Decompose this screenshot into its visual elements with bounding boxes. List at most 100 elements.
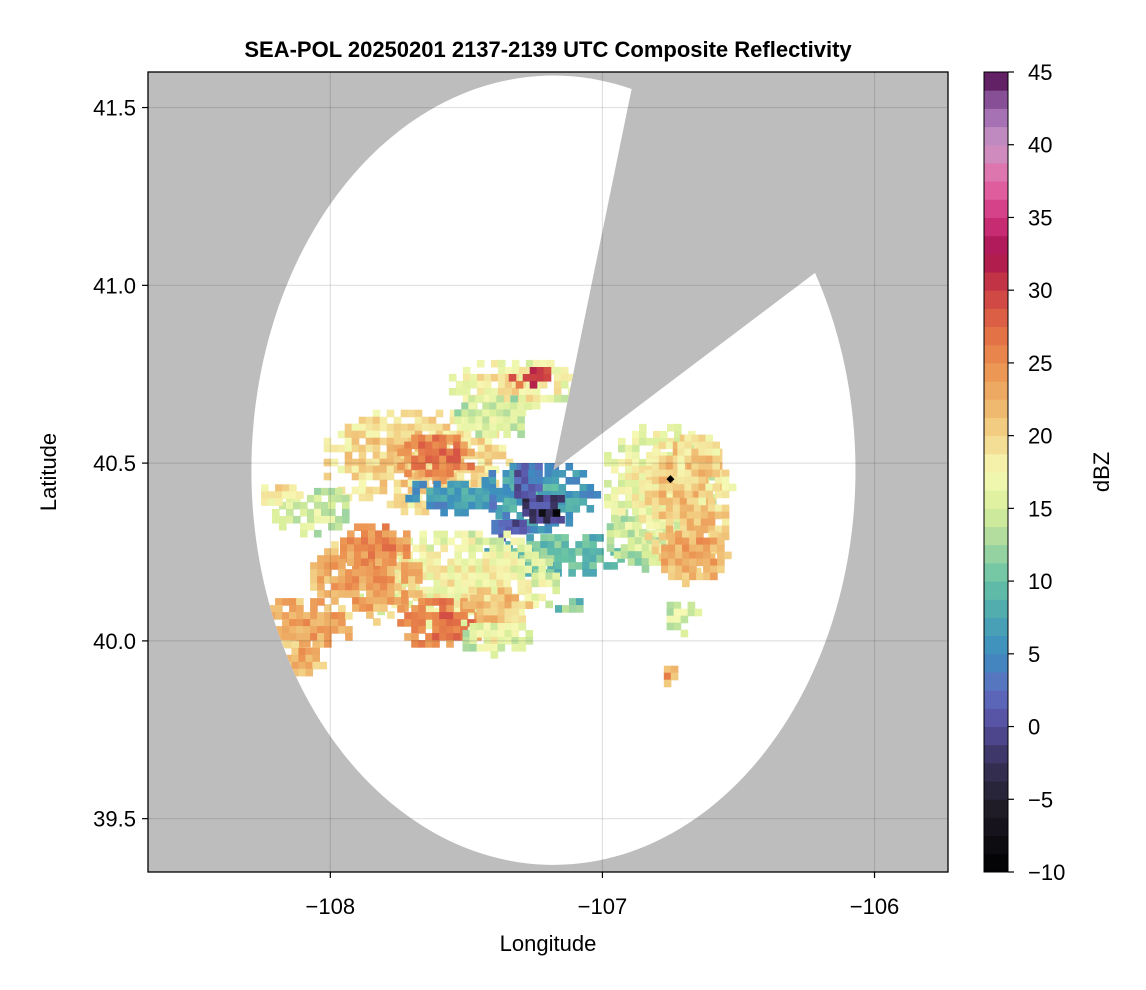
echo-cell — [674, 430, 682, 439]
chart-title: SEA-POL 20250201 2137-2139 UTC Composite… — [244, 37, 852, 62]
echo-cell — [497, 380, 506, 389]
echo-cell — [525, 601, 534, 609]
echo-cell — [579, 491, 588, 499]
echo-cell — [331, 555, 339, 563]
echo-cell — [400, 437, 409, 446]
echo-cell — [418, 612, 426, 620]
echo-cell — [419, 586, 427, 595]
echo-cell — [380, 590, 388, 598]
echo-cell — [426, 586, 434, 595]
echo-cell — [553, 394, 562, 403]
echo-cell — [618, 444, 626, 453]
echo-cell — [475, 572, 483, 581]
echo-cell — [454, 551, 462, 560]
echo-cell — [632, 472, 640, 481]
echo-cell — [426, 593, 434, 602]
echo-cell — [490, 637, 499, 645]
echo-cell — [379, 472, 388, 481]
echo-cell — [703, 565, 711, 574]
echo-cell — [461, 558, 469, 567]
echo-cell — [496, 572, 504, 581]
echo-cell — [613, 530, 622, 538]
echo-cell — [400, 500, 409, 509]
echo-cell — [518, 637, 527, 645]
echo-cell — [721, 532, 730, 541]
echo-cell — [504, 587, 513, 595]
echo-cell — [517, 537, 525, 546]
echo-cell — [670, 672, 679, 681]
echo-cell — [693, 504, 702, 513]
echo-cell — [561, 541, 569, 549]
echo-cell — [305, 647, 313, 656]
echo-cell — [379, 486, 388, 495]
colorbar-bin — [984, 253, 1008, 273]
echo-cell — [611, 493, 619, 502]
echo-cell — [467, 448, 475, 457]
echo-cell — [693, 525, 702, 534]
echo-cell — [634, 544, 643, 552]
echo-cell — [354, 551, 362, 559]
echo-cell — [403, 551, 411, 559]
echo-cell — [351, 486, 360, 495]
echo-cell — [421, 486, 430, 495]
echo-cell — [721, 483, 730, 492]
echo-cell — [582, 541, 590, 549]
echo-cell — [389, 537, 397, 545]
echo-cell — [475, 501, 483, 510]
echo-cell — [582, 555, 590, 563]
echo-cell — [484, 465, 493, 474]
colorbar-frame — [983, 71, 1009, 873]
echo-cell — [553, 366, 562, 375]
echo-cell — [391, 572, 399, 581]
echo-cell — [503, 572, 511, 581]
echo-cell — [710, 558, 718, 567]
echo-cell — [446, 605, 454, 613]
echo-cell-group — [522, 495, 565, 524]
echo-cell — [503, 558, 511, 567]
echo-cell — [453, 619, 461, 627]
echo-cell — [675, 551, 683, 560]
echo-cell — [312, 654, 320, 663]
echo-cell — [411, 626, 419, 634]
echo-cell — [625, 444, 633, 453]
echo-cell — [432, 469, 440, 478]
echo-cell — [510, 565, 518, 574]
echo-cell — [489, 402, 497, 410]
echo-cell — [483, 387, 492, 396]
echo-cell — [698, 462, 706, 471]
echo-cell — [387, 576, 395, 584]
echo-cell — [696, 551, 704, 560]
echo-cell — [303, 640, 311, 648]
echo-cell — [439, 441, 447, 450]
echo-cell — [324, 619, 332, 627]
echo-cell — [567, 373, 576, 382]
echo-cell — [510, 423, 518, 431]
echo-cell — [428, 416, 437, 425]
echo-cell — [477, 472, 486, 481]
echo-cell — [490, 644, 499, 652]
echo-cell — [386, 458, 395, 467]
echo-cell — [561, 534, 569, 542]
echo-cell — [517, 579, 525, 588]
echo-cell — [401, 604, 409, 612]
echo-cell — [491, 451, 500, 460]
echo-cell — [461, 530, 469, 539]
colorbar-bin — [984, 326, 1008, 346]
echo-cell — [361, 558, 369, 566]
echo-cell — [497, 630, 506, 638]
echo-cell — [532, 401, 541, 410]
echo-cell — [721, 525, 730, 534]
echo-cell — [468, 544, 476, 553]
echo-cell — [714, 504, 723, 513]
echo-cell — [569, 598, 577, 606]
echo-cell — [529, 502, 537, 510]
echo-cell — [517, 558, 525, 567]
echo-cell — [404, 633, 412, 641]
echo-cell — [345, 583, 353, 591]
echo-cell — [579, 470, 588, 478]
colorbar-gradient — [984, 72, 1008, 873]
echo-cell — [312, 640, 320, 649]
echo-cell — [446, 640, 454, 648]
echo-cell — [707, 525, 716, 534]
echo-cell — [475, 530, 483, 539]
